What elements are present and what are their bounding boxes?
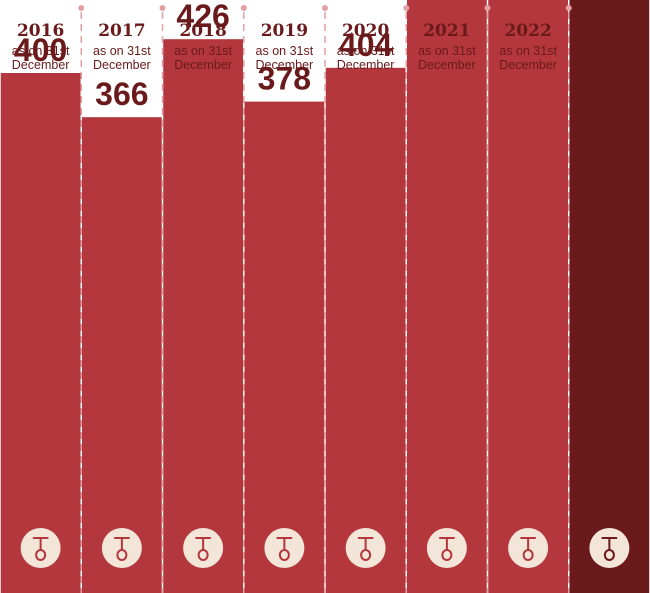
- noose-icon: [101, 528, 142, 568]
- bar-2021: [407, 0, 487, 593]
- value-label-2018: 426: [176, 0, 229, 34]
- noose-icon: [426, 528, 467, 568]
- icons-layer: [20, 528, 630, 568]
- column-dividers: [78, 5, 572, 593]
- divider-dot: [159, 5, 166, 11]
- divider-dot: [484, 5, 491, 11]
- bar-2018: [163, 39, 243, 593]
- year-label-2016: 2016: [17, 21, 64, 41]
- year-label-2021: 2021: [423, 21, 470, 41]
- bar-2020: [325, 67, 406, 593]
- value-label-2019: 378: [258, 61, 311, 97]
- noose-icon: [589, 528, 630, 568]
- bar-2017: [82, 117, 162, 593]
- sub-label: as on 31st December: [337, 44, 395, 72]
- noose-icon: [345, 528, 386, 568]
- year-label-2020: 2020: [342, 21, 389, 41]
- year-label-2018: 2018: [179, 21, 226, 41]
- year-label-2017: 2017: [98, 21, 145, 41]
- sub-label: as on 31st December: [499, 44, 557, 72]
- bar-2023: [569, 0, 650, 593]
- noose-icon: [183, 528, 224, 568]
- sub-label: as on 31st December: [12, 44, 70, 72]
- sub-label: as on 31st December: [174, 44, 232, 72]
- divider-dot: [403, 5, 410, 11]
- year-label-2023: 2023: [586, 21, 633, 41]
- value-label-2016: 400: [14, 32, 67, 68]
- bar-2019: [244, 101, 325, 593]
- divider-dot: [322, 5, 328, 11]
- value-label-2017: 366: [95, 76, 148, 112]
- sub-label: as on 31st December: [581, 44, 639, 72]
- year-label-2019: 2019: [261, 21, 308, 41]
- value-label-2020: 404: [339, 27, 393, 63]
- year-label-2022: 2022: [504, 21, 551, 41]
- sub-label: as on 31st December: [93, 44, 151, 72]
- noose-icon: [264, 528, 305, 568]
- divider-dot: [240, 5, 247, 11]
- divider-dot: [565, 5, 572, 11]
- noose-icon: [20, 528, 61, 568]
- noose-icon: [508, 528, 549, 568]
- sub-label: as on 31st December: [256, 44, 314, 72]
- bar-2022: [488, 0, 568, 593]
- divider-dot: [78, 5, 85, 11]
- bar-2016: [0, 73, 81, 593]
- sub-label: as on 31st December: [418, 44, 476, 72]
